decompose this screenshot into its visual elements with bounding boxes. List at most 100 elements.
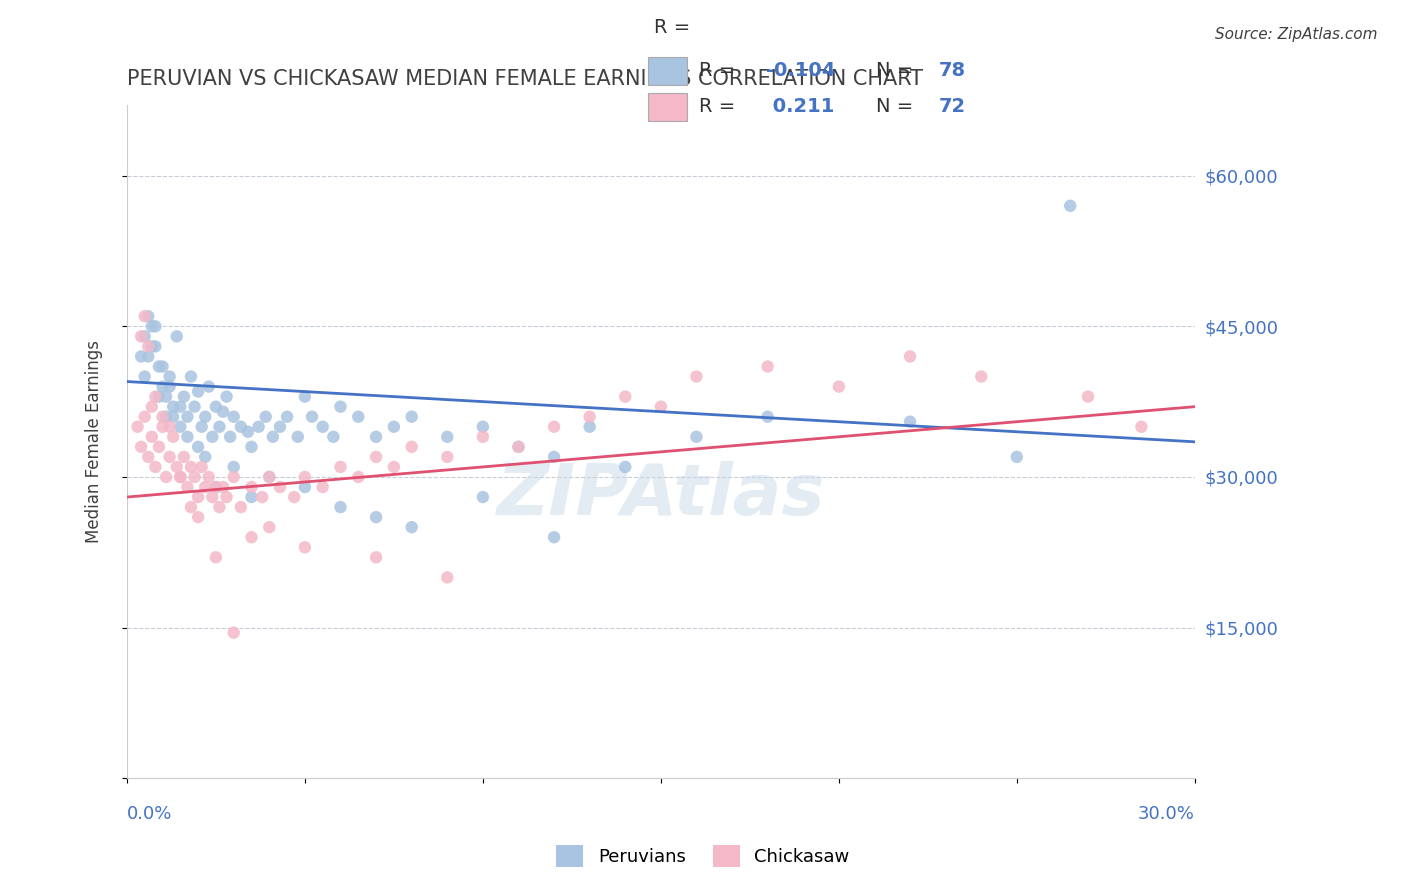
Point	[134, 329, 156, 343]
Text: 78: 78	[939, 62, 966, 80]
Point	[141, 430, 163, 444]
Text: 0.0%: 0.0%	[127, 805, 173, 822]
Point	[159, 379, 181, 393]
Point	[970, 369, 993, 384]
Point	[578, 409, 600, 424]
Point	[215, 490, 238, 504]
Point	[614, 390, 637, 404]
Point	[159, 450, 181, 464]
Point	[129, 440, 152, 454]
Point	[347, 470, 370, 484]
Point	[294, 541, 316, 555]
Point	[301, 409, 323, 424]
Bar	[648, 57, 688, 86]
Point	[401, 520, 423, 534]
Point	[828, 379, 851, 393]
Point	[436, 570, 458, 584]
Point	[650, 400, 672, 414]
Text: R =: R =	[654, 18, 696, 37]
Point	[162, 400, 184, 414]
Point	[145, 459, 167, 474]
Point	[240, 490, 263, 504]
Point	[134, 369, 156, 384]
Point	[190, 459, 212, 474]
Point	[152, 409, 174, 424]
Point	[194, 480, 217, 494]
Point	[294, 390, 316, 404]
Point	[169, 419, 191, 434]
Text: -0.104: -0.104	[766, 62, 835, 80]
Bar	[648, 94, 688, 121]
Point	[364, 510, 387, 524]
Point	[205, 550, 228, 565]
Point	[176, 480, 198, 494]
Point	[141, 339, 163, 353]
Text: 30.0%: 30.0%	[1137, 805, 1195, 822]
Point	[1077, 390, 1099, 404]
Point	[471, 419, 494, 434]
Point	[283, 490, 305, 504]
Point	[543, 450, 565, 464]
Point	[254, 409, 277, 424]
Point	[364, 430, 387, 444]
Point	[436, 430, 458, 444]
Point	[269, 480, 291, 494]
Point	[276, 409, 298, 424]
Point	[173, 390, 195, 404]
Point	[180, 500, 202, 514]
Point	[187, 440, 209, 454]
Point	[141, 319, 163, 334]
Legend: Peruvians, Chickasaw: Peruvians, Chickasaw	[550, 838, 856, 874]
Point	[190, 419, 212, 434]
Point	[148, 440, 170, 454]
Point	[898, 415, 921, 429]
Point	[162, 409, 184, 424]
Text: R =: R =	[699, 62, 741, 80]
Point	[212, 405, 235, 419]
Text: 72: 72	[939, 97, 966, 116]
Point	[1059, 199, 1081, 213]
Point	[155, 390, 177, 404]
Point	[162, 430, 184, 444]
Point	[180, 459, 202, 474]
Point	[152, 379, 174, 393]
Point	[240, 530, 263, 544]
Point	[183, 400, 205, 414]
Point	[148, 390, 170, 404]
Point	[364, 450, 387, 464]
Point	[240, 440, 263, 454]
Point	[294, 470, 316, 484]
Point	[756, 359, 779, 374]
Point	[312, 480, 335, 494]
Point	[222, 459, 245, 474]
Text: PERUVIAN VS CHICKASAW MEDIAN FEMALE EARNINGS CORRELATION CHART: PERUVIAN VS CHICKASAW MEDIAN FEMALE EARN…	[127, 69, 922, 88]
Point	[197, 470, 219, 484]
Point	[169, 400, 191, 414]
Point	[262, 430, 284, 444]
Text: N =: N =	[876, 97, 920, 116]
Point	[471, 430, 494, 444]
Point	[169, 470, 191, 484]
Point	[136, 339, 159, 353]
Point	[756, 409, 779, 424]
Point	[194, 409, 217, 424]
Point	[287, 430, 309, 444]
Point	[145, 339, 167, 353]
Point	[322, 430, 344, 444]
Point	[173, 450, 195, 464]
Point	[401, 409, 423, 424]
Point	[187, 490, 209, 504]
Point	[578, 419, 600, 434]
Point	[236, 425, 259, 439]
Point	[152, 419, 174, 434]
Point	[382, 459, 405, 474]
Point	[159, 369, 181, 384]
Point	[259, 520, 281, 534]
Point	[215, 390, 238, 404]
Point	[401, 440, 423, 454]
Point	[222, 409, 245, 424]
Point	[197, 379, 219, 393]
Point	[898, 350, 921, 364]
Point	[1130, 419, 1153, 434]
Point	[136, 350, 159, 364]
